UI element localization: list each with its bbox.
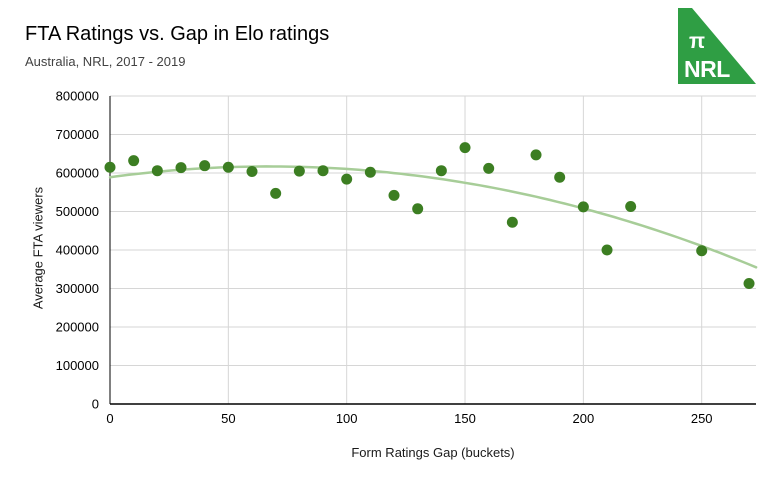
y-tick-label: 600000 bbox=[56, 166, 99, 181]
data-point[interactable] bbox=[246, 165, 258, 177]
data-point[interactable] bbox=[222, 161, 234, 173]
data-point[interactable] bbox=[293, 165, 305, 177]
x-tick-label: 150 bbox=[454, 411, 476, 426]
data-point[interactable] bbox=[554, 171, 566, 183]
chart-title: FTA Ratings vs. Gap in Elo ratings bbox=[25, 23, 330, 45]
data-point[interactable] bbox=[341, 173, 353, 185]
logo-triangle-icon bbox=[678, 8, 756, 84]
data-point[interactable] bbox=[483, 162, 495, 174]
data-point[interactable] bbox=[625, 200, 637, 212]
data-point[interactable] bbox=[388, 189, 400, 201]
y-tick-label: 100000 bbox=[56, 358, 99, 373]
y-tick-label: 300000 bbox=[56, 281, 99, 296]
x-tick-label: 200 bbox=[573, 411, 595, 426]
data-point[interactable] bbox=[128, 155, 140, 167]
x-tick-label: 0 bbox=[106, 411, 113, 426]
data-point[interactable] bbox=[459, 142, 471, 154]
data-point[interactable] bbox=[577, 201, 589, 213]
y-tick-label: 500000 bbox=[56, 204, 99, 219]
x-tick-label: 100 bbox=[336, 411, 358, 426]
trendline bbox=[108, 165, 758, 269]
logo-text: NRL bbox=[684, 56, 730, 82]
data-point[interactable] bbox=[506, 216, 518, 228]
data-point[interactable] bbox=[270, 187, 282, 199]
y-tick-label: 200000 bbox=[56, 320, 99, 335]
data-point[interactable] bbox=[104, 161, 116, 173]
y-tick-label: 0 bbox=[92, 397, 99, 412]
data-point[interactable] bbox=[317, 165, 329, 177]
data-point[interactable] bbox=[364, 166, 376, 178]
data-point[interactable] bbox=[601, 244, 613, 256]
data-point[interactable] bbox=[530, 149, 542, 161]
y-axis-title: Average FTA viewers bbox=[30, 186, 46, 310]
data-point[interactable] bbox=[696, 245, 708, 257]
x-tick-label: 250 bbox=[691, 411, 713, 426]
logo-pi-symbol: π bbox=[689, 30, 705, 53]
data-point[interactable] bbox=[151, 165, 163, 177]
data-point[interactable] bbox=[743, 277, 755, 289]
chart-subtitle: Australia, NRL, 2017 - 2019 bbox=[25, 54, 186, 69]
x-axis-title: Form Ratings Gap (buckets) bbox=[351, 445, 515, 460]
data-point[interactable] bbox=[199, 160, 211, 172]
x-tick-label: 50 bbox=[221, 411, 235, 426]
data-point[interactable] bbox=[412, 203, 424, 215]
y-tick-label: 400000 bbox=[56, 243, 99, 258]
pinrl-logo: π NRL bbox=[678, 8, 756, 84]
data-point[interactable] bbox=[175, 162, 187, 174]
y-tick-label: 700000 bbox=[56, 127, 99, 142]
data-point[interactable] bbox=[435, 165, 447, 177]
y-tick-label: 800000 bbox=[56, 89, 99, 104]
